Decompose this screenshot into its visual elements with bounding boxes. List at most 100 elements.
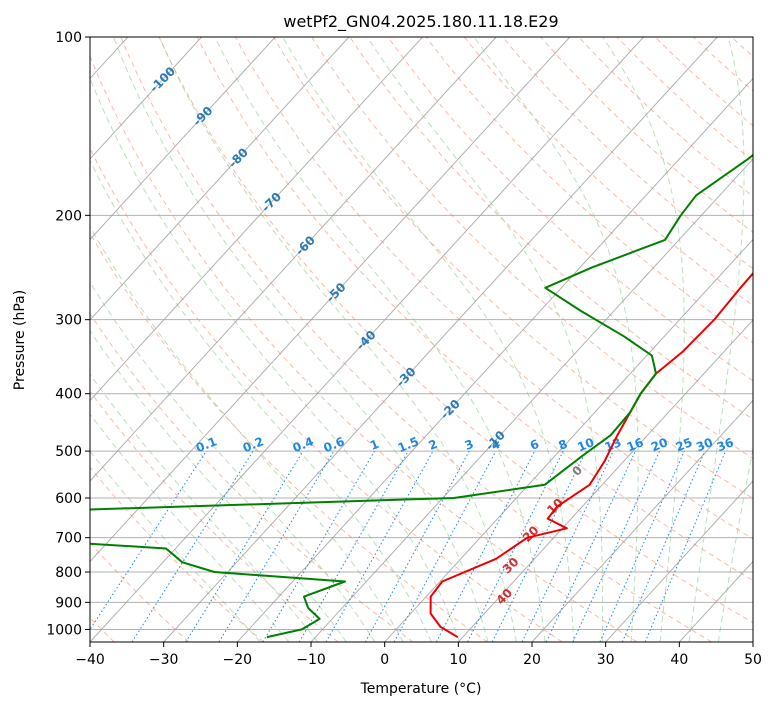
isotherm-line <box>752 641 753 642</box>
y-tick-label: 400 <box>55 387 82 403</box>
dry-adiabat <box>234 37 753 540</box>
isotherm-line <box>90 37 423 402</box>
mixing-ratio-line <box>545 450 636 642</box>
isotherm-line <box>163 37 718 642</box>
mixing-ratio-line <box>325 450 434 642</box>
isotherm-line <box>90 37 202 160</box>
moist-adiabat <box>90 373 319 642</box>
moist-adiabat <box>90 450 261 642</box>
mixing-ratio-line <box>572 450 661 642</box>
dry-adiabat <box>90 54 638 642</box>
dry-adiabat <box>90 232 488 642</box>
mixing-ratio-label: 30 <box>694 435 715 454</box>
mixing-ratio-label: 1 <box>368 437 381 453</box>
moist-adiabat <box>282 37 575 642</box>
dry-adiabat <box>90 390 339 642</box>
isotherm-line <box>457 319 753 642</box>
dry-adiabat <box>90 466 264 642</box>
moist-adiabat <box>214 37 546 642</box>
moist-adiabat <box>113 37 489 642</box>
isotherm-line <box>384 238 753 642</box>
mixing-ratio-label: 0.6 <box>321 434 346 455</box>
x-axis-label: Temperature (°C) <box>360 681 482 697</box>
x-tick-label: 0 <box>380 652 389 668</box>
mixing-ratio-label: 36 <box>715 435 736 454</box>
x-tick-label: 30 <box>597 652 615 668</box>
dry-adiabat-label: -10 <box>483 428 508 453</box>
dry-adiabat <box>654 37 753 127</box>
y-axis: 100 200 300 400 500 600 700 800 900 1000 <box>46 30 90 638</box>
mixing-ratio-label: 20 <box>649 435 670 454</box>
mixing-ratio-label: 0.1 <box>194 434 219 455</box>
moist-adiabat <box>473 37 639 642</box>
mixing-ratio-label: 0.4 <box>291 434 316 455</box>
y-tick-label: 300 <box>55 313 82 329</box>
moist-adiabat-label: 40 <box>493 586 515 608</box>
mixing-ratio-label: 8 <box>557 437 570 453</box>
dry-adiabat-label: -40 <box>353 328 378 353</box>
dry-adiabat <box>540 37 753 233</box>
mixing-ratio-line <box>262 450 375 642</box>
plot-frame <box>89 36 754 643</box>
dry-adiabat <box>158 37 753 624</box>
mixing-ratio-line <box>644 450 727 642</box>
mixing-ratio-line <box>131 450 254 642</box>
mixing-ratio-label: 25 <box>674 435 695 454</box>
mixing-ratio-line <box>364 450 470 642</box>
isotherm-line <box>90 37 644 642</box>
mixing-ratio-line <box>435 450 536 642</box>
y-axis-label: Pressure (hPa) <box>12 290 28 390</box>
dry-adiabat <box>90 147 563 642</box>
dry-adiabat <box>90 541 190 642</box>
dry-adiabat <box>425 37 753 344</box>
moist-adiabat <box>688 37 745 642</box>
y-tick-label: 600 <box>55 491 82 507</box>
mixing-ratio-label: 2 <box>427 437 440 453</box>
dry-adiabat-label: -30 <box>393 364 418 389</box>
moist-adiabat <box>90 413 290 642</box>
moist-adiabat <box>366 37 604 642</box>
x-axis: −40 −30 −20 −10 0 10 20 30 40 50 <box>75 642 762 668</box>
y-tick-label: 800 <box>55 565 82 581</box>
mixing-ratio-label: 16 <box>625 435 646 454</box>
dry-adiabat <box>120 37 712 642</box>
isotherm-line <box>90 37 350 321</box>
mixing-ratio-line <box>491 450 587 642</box>
moist-adiabat <box>717 446 753 642</box>
y-tick-label: 500 <box>55 444 82 460</box>
temperature-profile <box>429 271 753 638</box>
moist-adiabat <box>158 37 517 642</box>
mixing-ratio-line <box>521 450 614 642</box>
x-tick-label: −30 <box>149 652 179 668</box>
moist-adiabat <box>90 77 461 642</box>
mixing-ratio-line <box>185 450 304 642</box>
x-tick-label: 40 <box>670 652 688 668</box>
sounding-profiles <box>90 153 753 639</box>
isotherm-line <box>90 37 497 482</box>
moist-adiabat <box>90 281 376 642</box>
isopleth-labels: 0.1 0.2 0.4 0.6 1 1.5 2 3 4 6 8 10 13 16 20 25 30 36-100-… <box>147 64 736 607</box>
dry-adiabat <box>578 37 753 198</box>
y-tick-label: 200 <box>55 208 82 224</box>
isotherm-line <box>90 37 276 241</box>
isotherm-line <box>310 158 753 642</box>
mixing-ratio-line <box>393 450 497 642</box>
isotherm-line <box>605 480 753 642</box>
y-tick-label: 700 <box>55 531 82 547</box>
moist-adiabat-label: 30 <box>500 555 522 577</box>
moist-adiabat-label: 0 <box>569 463 585 479</box>
dry-adiabat-label: -50 <box>323 280 348 305</box>
mixing-ratio-line <box>218 450 335 642</box>
isotherm-line <box>90 37 571 563</box>
moist-adiabat <box>90 225 404 642</box>
background-lines <box>90 37 753 642</box>
x-tick-label: 20 <box>523 652 541 668</box>
dry-adiabat <box>463 37 753 307</box>
dry-adiabat-label: -60 <box>293 233 318 258</box>
dry-adiabat-label: -20 <box>438 397 463 422</box>
y-tick-label: 900 <box>55 595 82 611</box>
isotherm-line <box>236 77 753 642</box>
mixing-ratio-label: 3 <box>463 437 476 453</box>
moist-adiabat <box>602 37 685 642</box>
